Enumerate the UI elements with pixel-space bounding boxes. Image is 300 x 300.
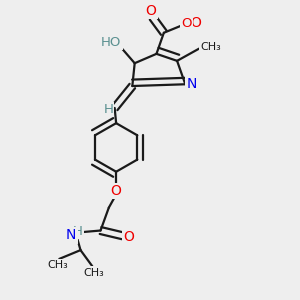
Text: N: N [187, 77, 197, 91]
Text: O: O [146, 4, 157, 18]
Text: CH₃: CH₃ [201, 42, 221, 52]
Text: N: N [66, 229, 76, 242]
Text: CH₃: CH₃ [83, 268, 104, 278]
Text: HO: HO [101, 36, 121, 49]
Text: O: O [182, 17, 192, 30]
Text: H: H [73, 225, 82, 238]
Text: O: O [190, 16, 201, 30]
Text: O: O [146, 4, 157, 18]
Text: O: O [124, 230, 134, 244]
Text: O: O [111, 184, 122, 198]
Text: CH₃: CH₃ [47, 260, 68, 270]
Text: H: H [103, 103, 113, 116]
